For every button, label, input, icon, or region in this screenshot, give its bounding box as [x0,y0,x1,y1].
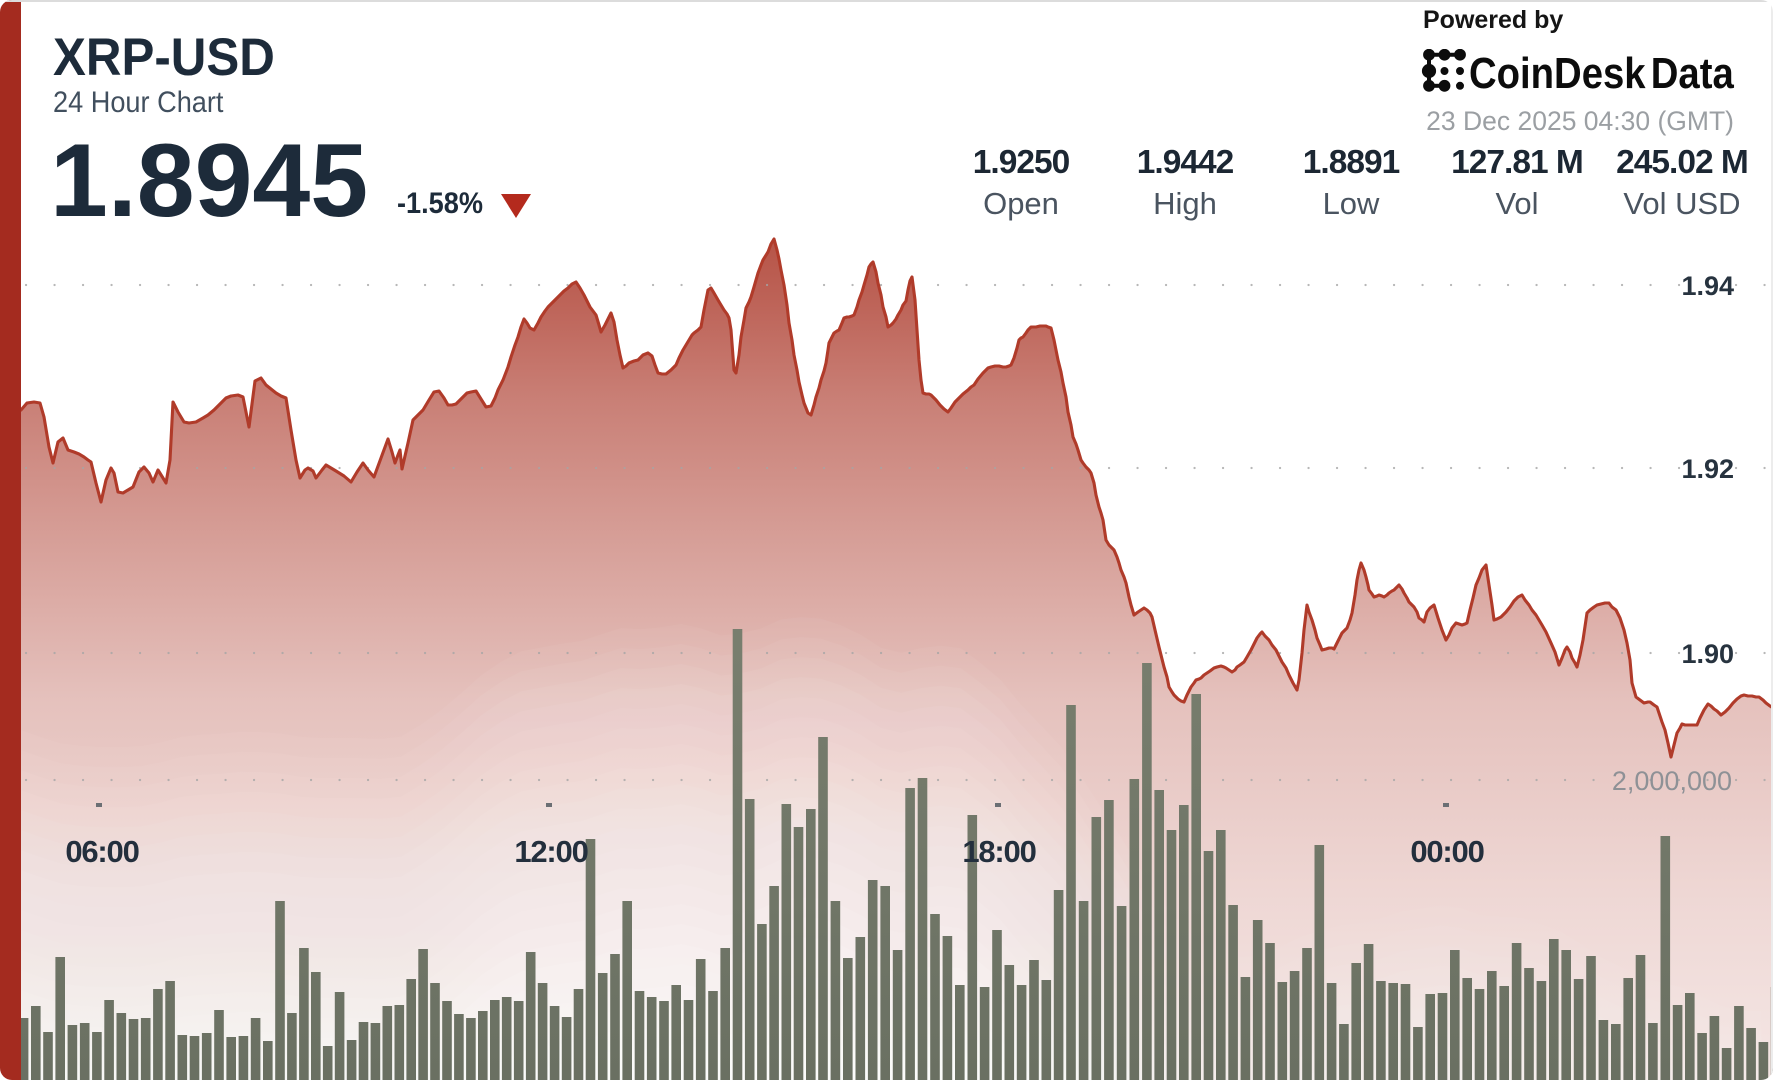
svg-text:00:00: 00:00 [1410,834,1483,869]
svg-text:06:00: 06:00 [65,834,138,869]
svg-text:12:00: 12:00 [514,834,587,869]
svg-text:18:00: 18:00 [962,834,1035,869]
svg-text:1.94: 1.94 [1681,271,1734,301]
svg-text:1.92: 1.92 [1681,454,1734,484]
svg-text:2,000,000: 2,000,000 [1612,766,1732,796]
svg-text:1.90: 1.90 [1681,639,1734,669]
